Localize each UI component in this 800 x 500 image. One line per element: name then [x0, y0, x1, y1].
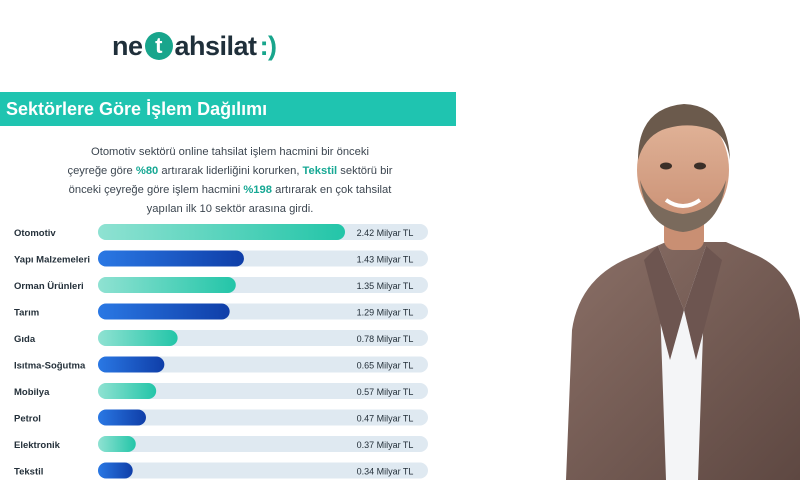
bar	[98, 356, 165, 373]
category-label: Petrol	[14, 414, 41, 425]
category-label: Tekstil	[14, 467, 43, 478]
logo-rest: ahsilat	[174, 30, 258, 61]
intro-highlight: Tekstil	[302, 165, 338, 177]
person-portrait-photo	[566, 104, 800, 480]
intro-text: sektörü bir	[337, 165, 393, 177]
bar-track	[98, 436, 428, 452]
category-label: Elektronik	[14, 440, 61, 451]
value-label: 0.65 Milyar TL	[357, 361, 414, 371]
bar	[98, 462, 133, 479]
bar	[98, 277, 236, 293]
bar	[98, 409, 146, 426]
value-label: 0.47 Milyar TL	[357, 414, 414, 424]
value-label: 1.43 Milyar TL	[357, 255, 414, 265]
intro-highlight: %80	[135, 165, 159, 177]
value-label: 2.42 Milyar TL	[357, 228, 414, 238]
bar	[98, 224, 345, 240]
netahsilat-logo: ne t ahsilat:)	[112, 26, 277, 66]
value-label: 0.34 Milyar TL	[357, 467, 414, 477]
value-label: 0.37 Milyar TL	[357, 440, 414, 450]
bar-track	[98, 356, 428, 373]
bar-track	[98, 330, 428, 346]
bar	[98, 330, 178, 346]
banner-title: Sektörlere Göre İşlem Dağılımı	[6, 99, 268, 119]
intro-paragraph: Otomotiv sektörü online tahsilat işlem h…	[30, 143, 430, 219]
category-label: Tarım	[14, 308, 39, 319]
value-label: 0.57 Milyar TL	[357, 387, 414, 397]
section-banner: Sektörlere Göre İşlem Dağılımı	[0, 92, 456, 126]
logo-t-circle: t	[144, 32, 173, 60]
bar	[98, 303, 230, 320]
bar	[98, 383, 157, 399]
bar-track	[98, 383, 428, 399]
intro-text: önceki çeyreğe göre işlem hacmini	[68, 184, 244, 196]
intro-highlight: %198	[243, 184, 272, 196]
value-label: 1.35 Milyar TL	[357, 281, 414, 291]
sector-bar-chart: Otomotiv 2.42 Milyar TL Yapı Malzemeleri 1.…	[14, 224, 428, 479]
bar	[98, 436, 136, 452]
value-label: 0.78 Milyar TL	[357, 334, 414, 344]
category-label: Orman Ürünleri	[14, 281, 84, 292]
category-label: Isıtma-Soğutma	[14, 361, 86, 372]
intro-text: artırarak liderliğini korurken,	[158, 165, 303, 177]
bar-track	[98, 462, 428, 479]
intro-text: çeyreğe göre	[67, 165, 136, 177]
intro-text: artırarak en çok tahsilat	[271, 184, 392, 196]
logo-smile-mark: :)	[259, 30, 277, 61]
bar-track	[98, 409, 428, 426]
category-label: Yapı Malzemeleri	[14, 255, 90, 266]
category-label: Mobilya	[14, 387, 50, 398]
intro-text: Otomotiv sektörü online tahsilat işlem h…	[91, 146, 369, 158]
intro-text: yapılan ilk 10 sektör arasına girdi.	[146, 203, 314, 215]
value-label: 1.29 Milyar TL	[357, 308, 414, 318]
logo-prefix: ne	[112, 30, 143, 61]
category-label: Gıda	[14, 334, 36, 345]
category-label: Otomotiv	[14, 228, 56, 239]
bar	[98, 250, 244, 267]
